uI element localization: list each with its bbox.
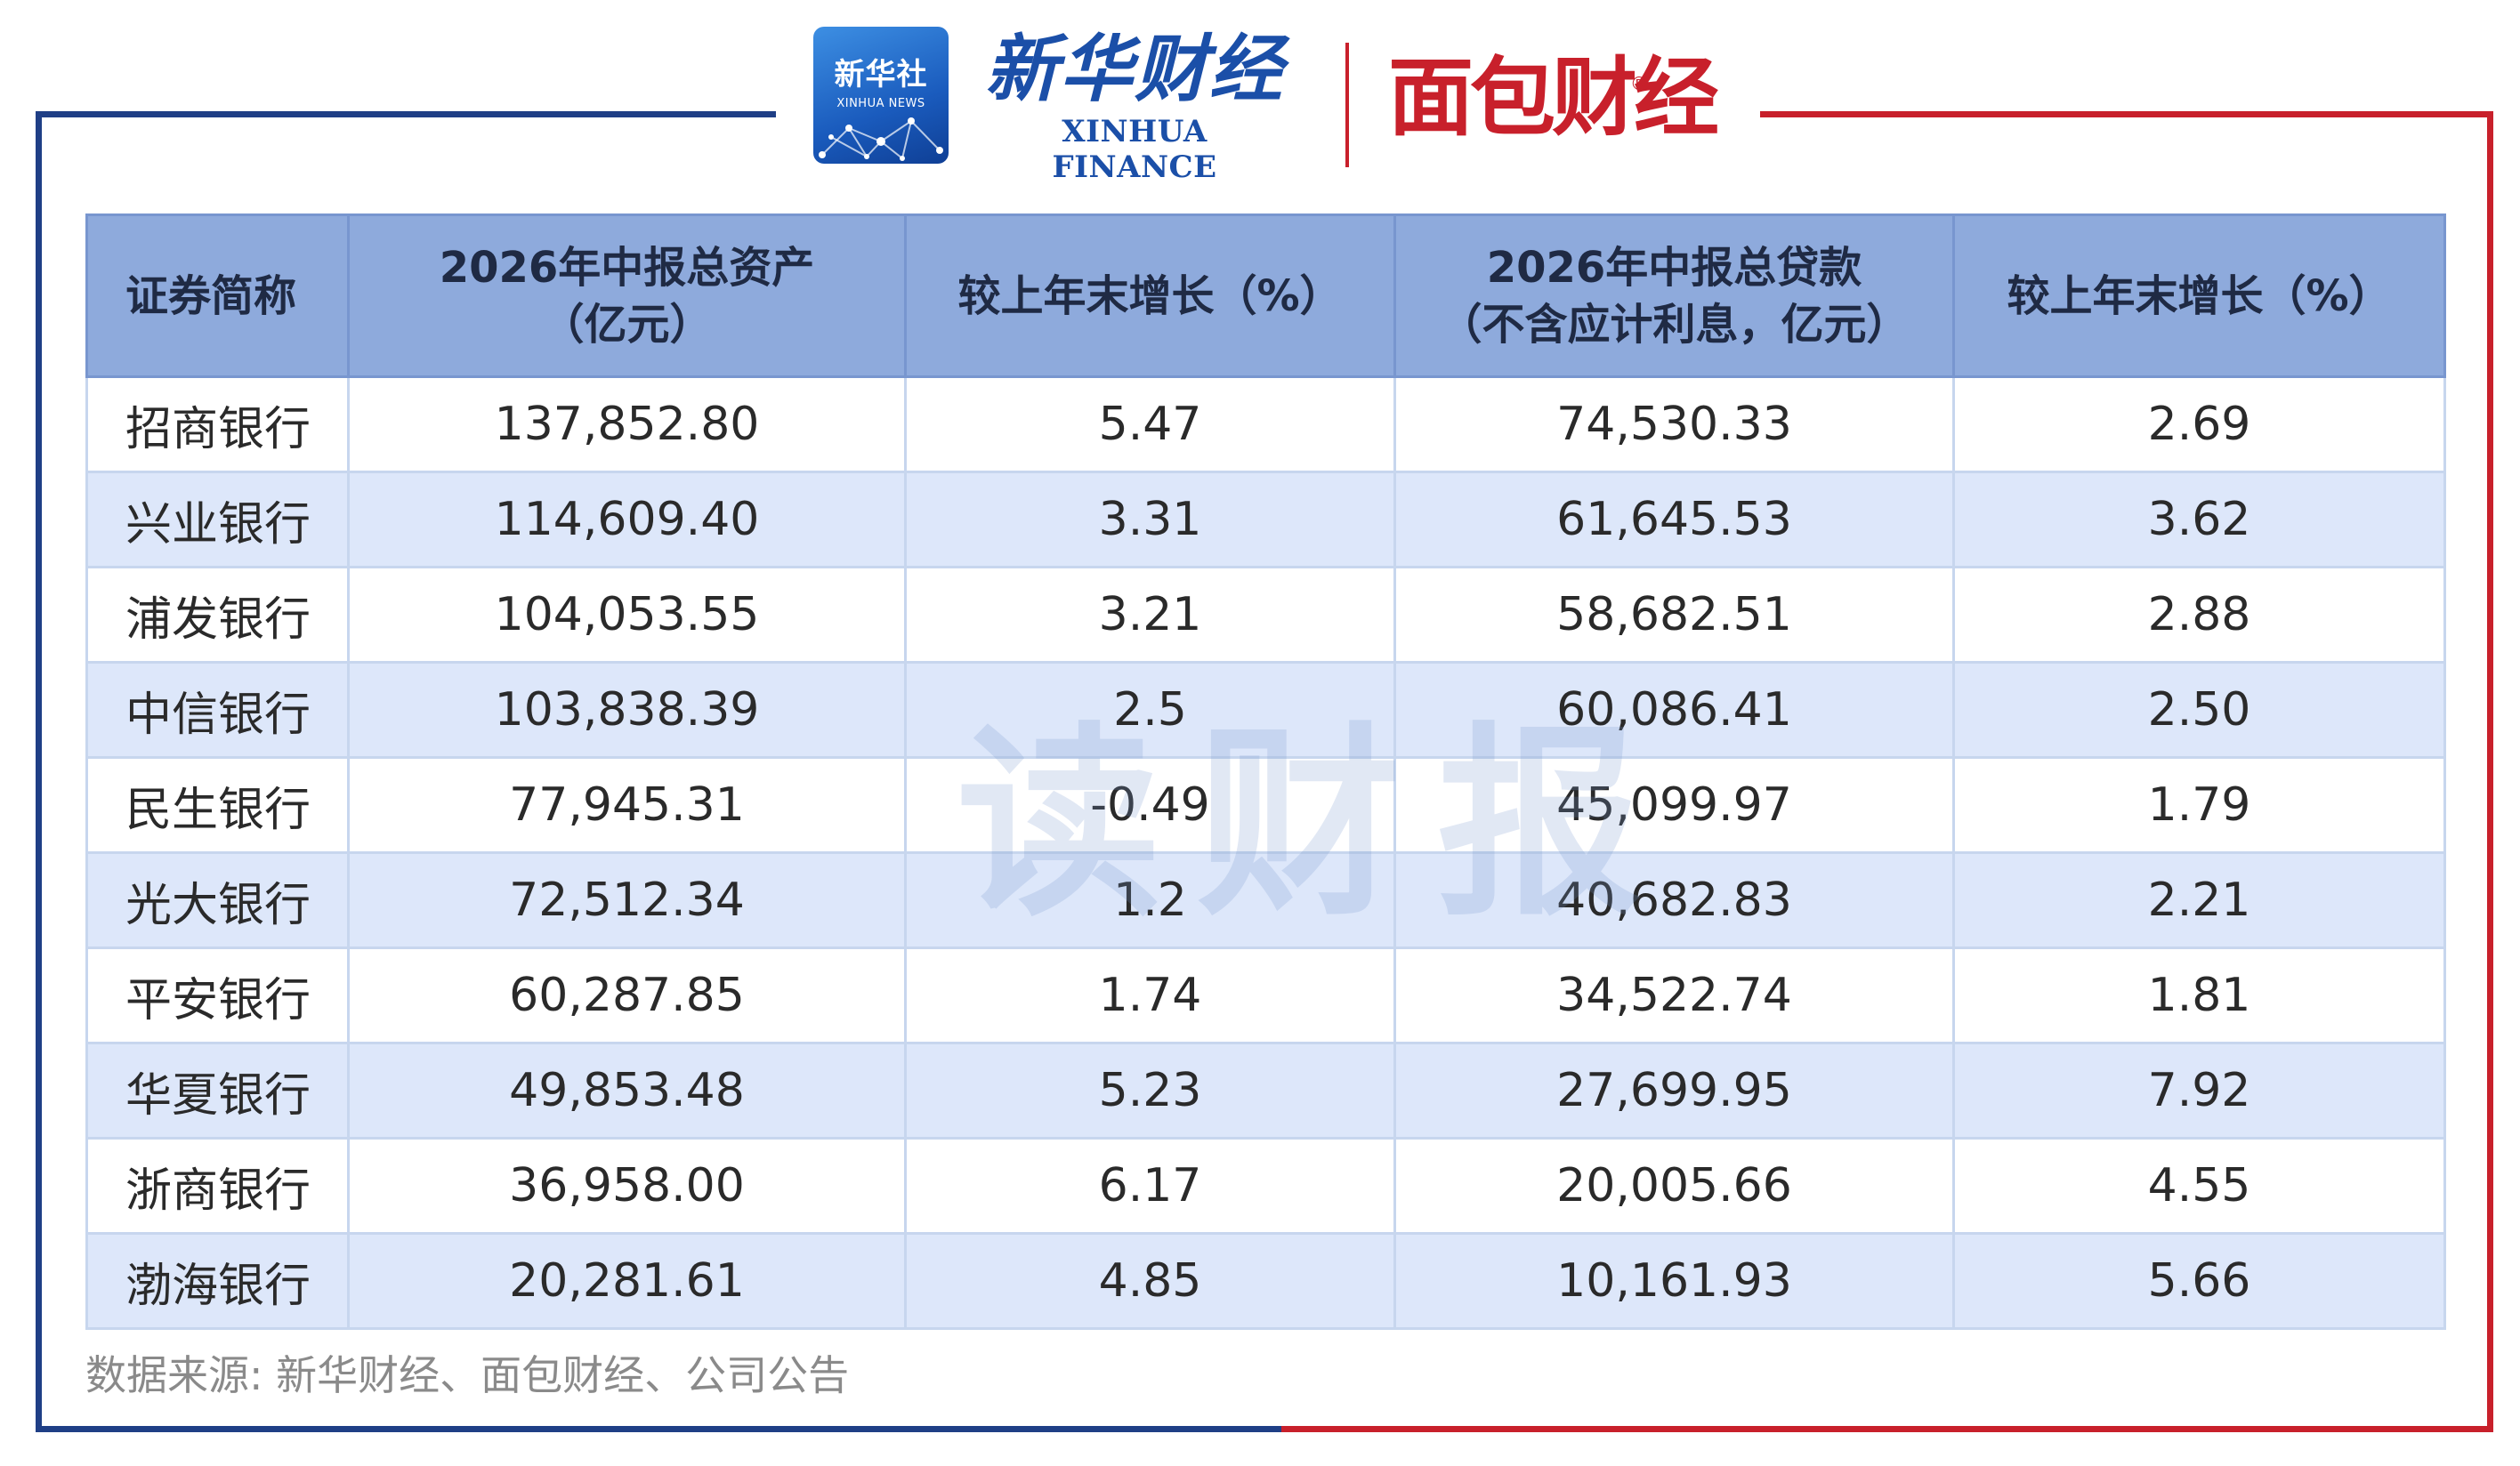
cell-total-assets: 137,852.80 bbox=[347, 375, 907, 473]
frame-line-blue-top bbox=[36, 111, 776, 117]
cell-total-loans: 61,645.53 bbox=[1393, 471, 1955, 568]
cell-bank-name: 浙商银行 bbox=[85, 1137, 350, 1235]
cell-total-assets: 49,853.48 bbox=[347, 1042, 907, 1140]
cell-assets-growth: 3.21 bbox=[904, 566, 1396, 664]
cell-bank-name: 兴业银行 bbox=[85, 471, 350, 568]
cell-loans-growth: 2.69 bbox=[1952, 375, 2446, 473]
cell-total-loans: 45,099.97 bbox=[1393, 756, 1955, 854]
cell-bank-name: 华夏银行 bbox=[85, 1042, 350, 1140]
cell-bank-name: 民生银行 bbox=[85, 756, 350, 854]
cell-total-assets: 20,281.61 bbox=[347, 1232, 907, 1330]
cell-loans-growth: 2.88 bbox=[1952, 566, 2446, 664]
table-header-row: 证券简称 2026年中报总资产 （亿元） 较上年末增长（%） 2026年中报总贷… bbox=[85, 213, 2446, 378]
cell-bank-name: 招商银行 bbox=[85, 375, 350, 473]
cell-loans-growth: 1.79 bbox=[1952, 756, 2446, 854]
cell-assets-growth: 4.85 bbox=[904, 1232, 1396, 1330]
table-row: 浙商银行 36,958.00 6.17 20,005.66 4.55 bbox=[85, 1137, 2446, 1235]
table-row: 华夏银行 49,853.48 5.23 27,699.95 7.92 bbox=[85, 1042, 2446, 1140]
cell-loans-growth: 2.50 bbox=[1952, 661, 2446, 759]
cell-bank-name: 渤海银行 bbox=[85, 1232, 350, 1330]
cell-bank-name: 平安银行 bbox=[85, 946, 350, 1044]
cell-loans-growth: 4.55 bbox=[1952, 1137, 2446, 1235]
cell-assets-growth: -0.49 bbox=[904, 756, 1396, 854]
table-row: 光大银行 72,512.34 1.2 40,682.83 2.21 bbox=[85, 851, 2446, 949]
network-globe-icon bbox=[819, 117, 943, 161]
bank-data-table: 证券简称 2026年中报总资产 （亿元） 较上年末增长（%） 2026年中报总贷… bbox=[85, 213, 2446, 1330]
cell-loans-growth: 5.66 bbox=[1952, 1232, 2446, 1330]
table-row: 浦发银行 104,053.55 3.21 58,682.51 2.88 bbox=[85, 566, 2446, 664]
cell-total-loans: 10,161.93 bbox=[1393, 1232, 1955, 1330]
source-note: 数据来源: 新华财经、面包财经、公司公告 bbox=[85, 1351, 850, 1399]
cell-bank-name: 浦发银行 bbox=[85, 566, 350, 664]
xinhua-finance-cn: 新华财经 bbox=[985, 27, 1284, 112]
col-header-security-name: 证券简称 bbox=[85, 213, 350, 378]
cell-bank-name: 中信银行 bbox=[85, 661, 350, 759]
mianbao-finance-logo: 面包财经 ® bbox=[1388, 48, 1719, 148]
cell-total-assets: 36,958.00 bbox=[347, 1137, 907, 1235]
frame-line-red-top bbox=[1760, 111, 2493, 117]
col-header-total-loans: 2026年中报总贷款 （不含应计利息，亿元） bbox=[1393, 213, 1955, 378]
xinhua-finance-en: XINHUA FINANCE bbox=[1052, 114, 1217, 185]
xinhua-logo-en: XINHUA NEWS bbox=[836, 97, 925, 110]
cell-bank-name: 光大银行 bbox=[85, 851, 350, 949]
frame-line-red-bottom bbox=[1281, 1426, 2493, 1432]
cell-total-assets: 104,053.55 bbox=[347, 566, 907, 664]
frame-line-red-right bbox=[2487, 111, 2493, 1432]
frame-line-blue-left bbox=[36, 111, 42, 1432]
cell-total-assets: 77,945.31 bbox=[347, 756, 907, 854]
col-header-total-assets: 2026年中报总资产 （亿元） bbox=[347, 213, 907, 378]
col-header-assets-growth: 较上年末增长（%） bbox=[904, 213, 1396, 378]
cell-assets-growth: 2.5 bbox=[904, 661, 1396, 759]
table-row: 中信银行 103,838.39 2.5 60,086.41 2.50 bbox=[85, 661, 2446, 759]
table-row: 兴业银行 114,609.40 3.31 61,645.53 3.62 bbox=[85, 471, 2446, 568]
mianbao-logo-text: 面包财经 bbox=[1388, 48, 1719, 148]
cell-total-assets: 103,838.39 bbox=[347, 661, 907, 759]
cell-total-assets: 60,287.85 bbox=[347, 946, 907, 1044]
cell-loans-growth: 2.21 bbox=[1952, 851, 2446, 949]
registered-mark: ® bbox=[1630, 73, 1648, 94]
table-row: 招商银行 137,852.80 5.47 74,530.33 2.69 bbox=[85, 375, 2446, 473]
xinhua-news-logo: 新华社 XINHUA NEWS bbox=[813, 27, 949, 164]
col-header-loans-growth: 较上年末增长（%） bbox=[1952, 213, 2446, 378]
cell-loans-growth: 3.62 bbox=[1952, 471, 2446, 568]
table-row: 民生银行 77,945.31 -0.49 45,099.97 1.79 bbox=[85, 756, 2446, 854]
cell-total-assets: 72,512.34 bbox=[347, 851, 907, 949]
cell-assets-growth: 5.23 bbox=[904, 1042, 1396, 1140]
cell-assets-growth: 6.17 bbox=[904, 1137, 1396, 1235]
logo-divider bbox=[1345, 43, 1349, 167]
cell-assets-growth: 1.74 bbox=[904, 946, 1396, 1044]
cell-total-loans: 34,522.74 bbox=[1393, 946, 1955, 1044]
cell-assets-growth: 5.47 bbox=[904, 375, 1396, 473]
xinhua-finance-logo: 新华财经 XINHUA FINANCE bbox=[979, 25, 1290, 185]
cell-total-loans: 20,005.66 bbox=[1393, 1137, 1955, 1235]
cell-assets-growth: 1.2 bbox=[904, 851, 1396, 949]
cell-assets-growth: 3.31 bbox=[904, 471, 1396, 568]
cell-loans-growth: 1.81 bbox=[1952, 946, 2446, 1044]
xinhua-logo-cn: 新华社 bbox=[834, 57, 928, 93]
cell-total-loans: 27,699.95 bbox=[1393, 1042, 1955, 1140]
frame-line-blue-bottom bbox=[36, 1426, 1281, 1432]
cell-loans-growth: 7.92 bbox=[1952, 1042, 2446, 1140]
cell-total-loans: 58,682.51 bbox=[1393, 566, 1955, 664]
cell-total-loans: 40,682.83 bbox=[1393, 851, 1955, 949]
table-row: 渤海银行 20,281.61 4.85 10,161.93 5.66 bbox=[85, 1232, 2446, 1330]
cell-total-loans: 60,086.41 bbox=[1393, 661, 1955, 759]
cell-total-assets: 114,609.40 bbox=[347, 471, 907, 568]
cell-total-loans: 74,530.33 bbox=[1393, 375, 1955, 473]
table-row: 平安银行 60,287.85 1.74 34,522.74 1.81 bbox=[85, 946, 2446, 1044]
